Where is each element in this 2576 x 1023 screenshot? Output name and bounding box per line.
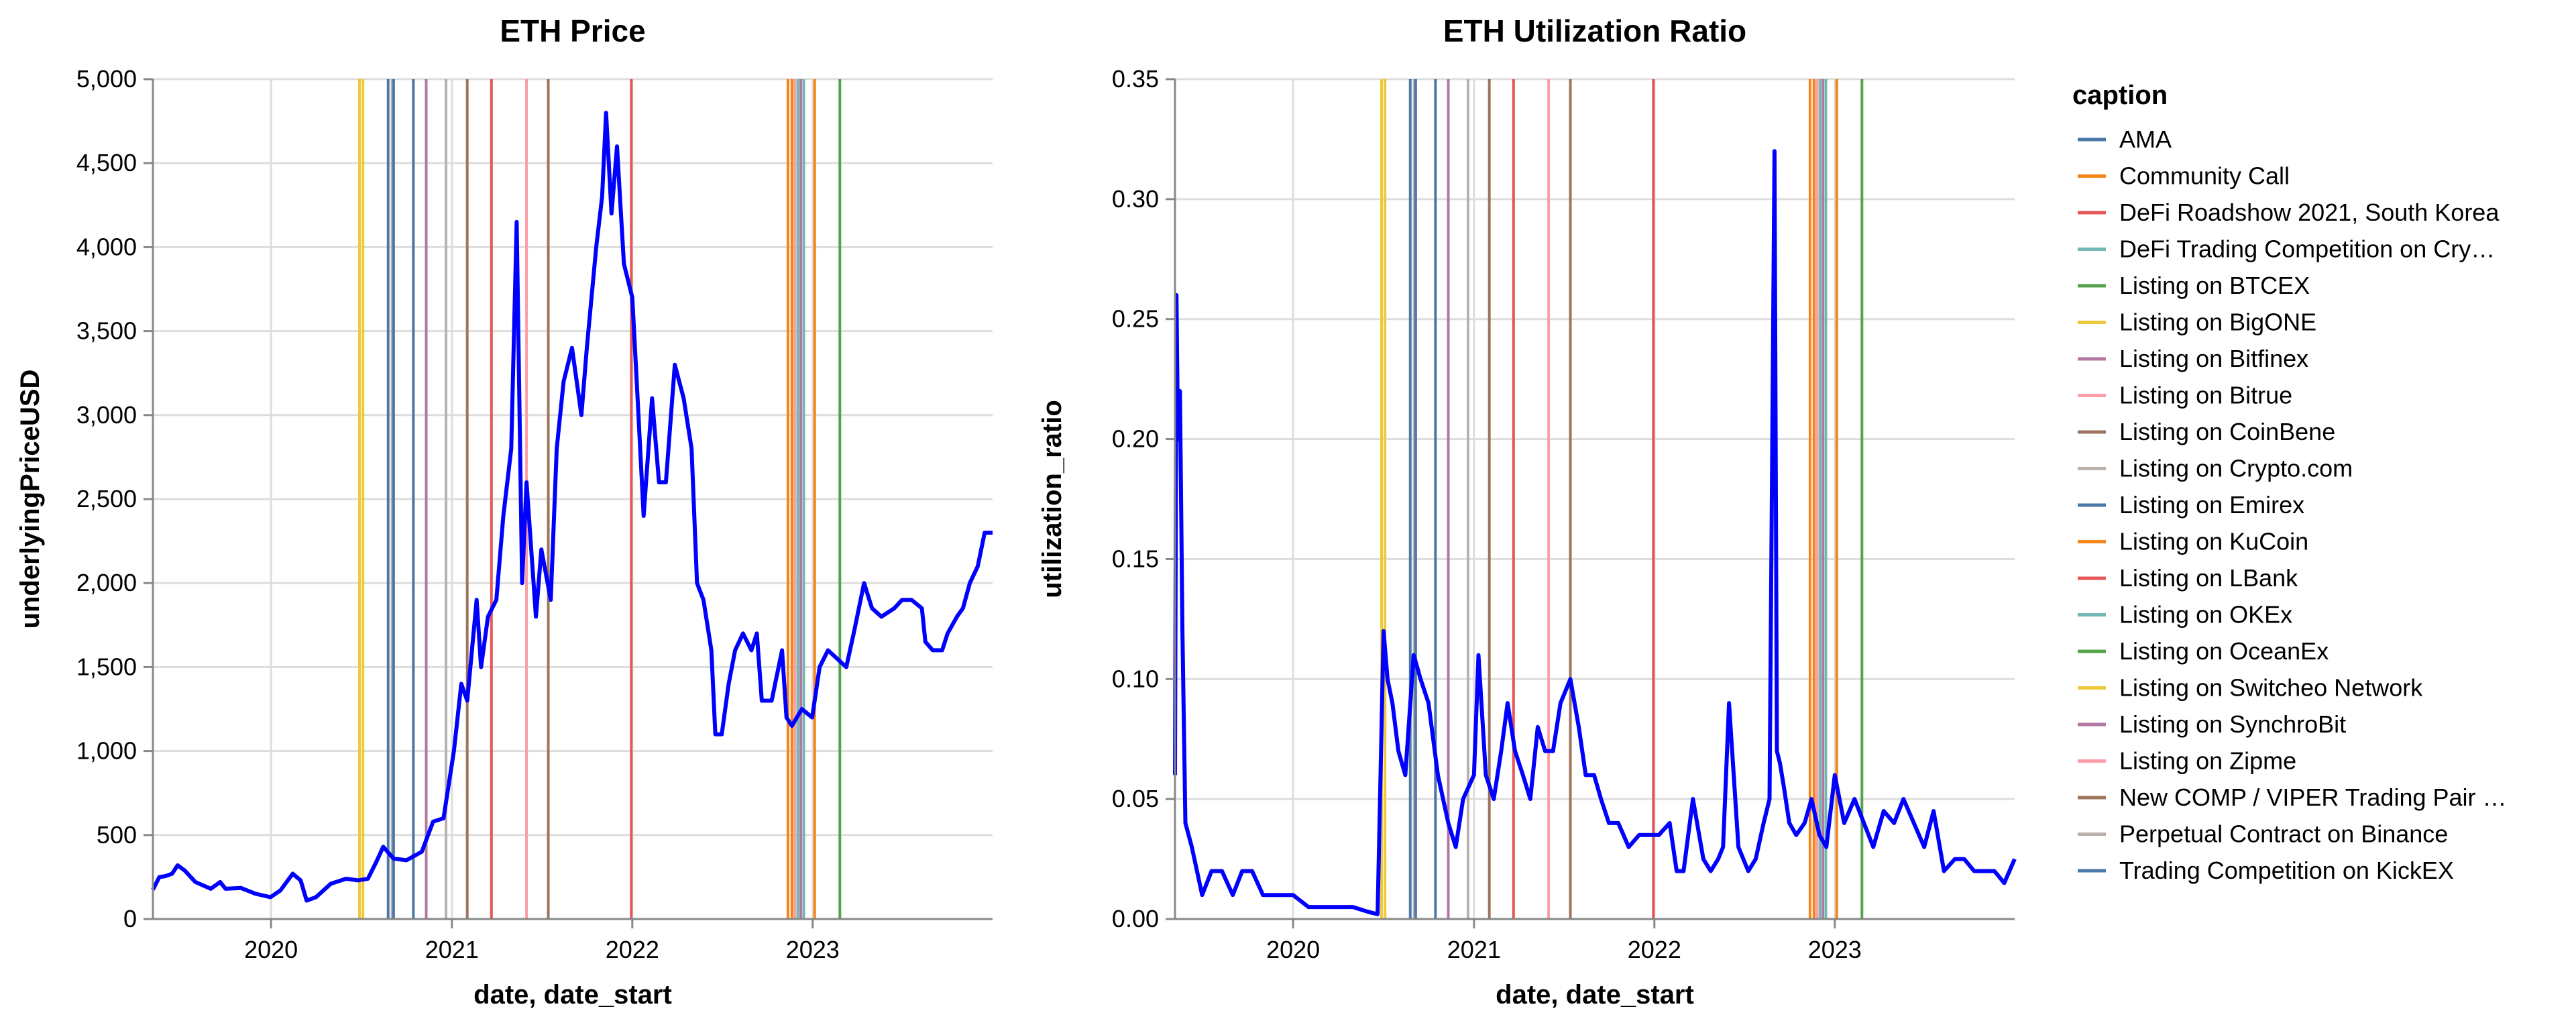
x-tick-label: 2022 bbox=[1628, 936, 1681, 963]
y-tick-label: 0.35 bbox=[1112, 65, 1159, 93]
legend-label: Trading Competition on KickEX bbox=[2119, 857, 2454, 884]
series-line bbox=[1173, 149, 2017, 916]
axes: 0 500 1,000 1,500 2,000 2,500 3,000 3,500 4,000 4… bbox=[76, 65, 993, 963]
chart-title: ETH Utilization Ratio bbox=[1443, 13, 1746, 48]
legend-item-ama: AMA bbox=[2078, 125, 2172, 153]
x-axis-title: date, date_start bbox=[1496, 980, 1694, 1010]
legend-item-new-comp-viper-trading-pair: New COMP / VIPER Trading Pair … bbox=[2078, 784, 2507, 811]
legend-label: Listing on CoinBene bbox=[2119, 418, 2335, 445]
legend-item-trading-competition-on-kickex: Trading Competition on KickEX bbox=[2078, 857, 2454, 884]
y-tick-label: 2,500 bbox=[76, 485, 137, 513]
y-tick-label: 1,000 bbox=[76, 737, 137, 765]
y-tick-label: 2,000 bbox=[76, 569, 137, 596]
y-axis-title: utilization_ratio bbox=[1038, 400, 1067, 598]
chart-title: ETH Price bbox=[500, 13, 645, 48]
legend-label: Listing on OceanEx bbox=[2119, 637, 2329, 665]
legend-label: AMA bbox=[2119, 125, 2172, 153]
legend-label: Listing on Crypto.com bbox=[2119, 455, 2353, 482]
legend-label: DeFi Roadshow 2021, South Korea bbox=[2119, 199, 2500, 226]
x-tick-label: 2023 bbox=[786, 936, 840, 963]
y-tick-label: 4,500 bbox=[76, 149, 137, 176]
x-tick-label: 2021 bbox=[1447, 936, 1501, 963]
legend-label: Listing on Switcheo Network bbox=[2119, 674, 2423, 702]
y-tick-label: 5,000 bbox=[76, 65, 137, 93]
legend-label: Listing on SynchroBit bbox=[2119, 710, 2346, 738]
legend-item-listing-on-zipme: Listing on Zipme bbox=[2078, 747, 2296, 775]
y-tick-label: 0.20 bbox=[1112, 425, 1159, 453]
y-tick-label: 3,500 bbox=[76, 317, 137, 345]
y-tick-label: 1,500 bbox=[76, 653, 137, 680]
y-axis-title: underlyingPriceUSD bbox=[15, 370, 45, 629]
x-tick-label: 2023 bbox=[1808, 936, 1862, 963]
legend-label: Listing on KuCoin bbox=[2119, 528, 2308, 555]
legend-item-listing-on-crypto-com: Listing on Crypto.com bbox=[2078, 455, 2353, 482]
legend-item-listing-on-coinbene: Listing on CoinBene bbox=[2078, 418, 2335, 445]
legend-item-listing-on-btcex: Listing on BTCEX bbox=[2078, 272, 2310, 299]
legend-item-defi-roadshow-2021-south-korea: DeFi Roadshow 2021, South Korea bbox=[2078, 199, 2500, 226]
legend-item-listing-on-okex: Listing on OKEx bbox=[2078, 601, 2292, 629]
legend-title: caption bbox=[2072, 80, 2168, 110]
x-tick-label: 2020 bbox=[1266, 936, 1320, 963]
legend-item-listing-on-lbank: Listing on LBank bbox=[2078, 564, 2298, 592]
legend-item-listing-on-kucoin: Listing on KuCoin bbox=[2078, 528, 2308, 555]
legend-item-community-call: Community Call bbox=[2078, 162, 2290, 190]
legend-item-defi-trading-competition-on-cry: DeFi Trading Competition on Cry… bbox=[2078, 235, 2495, 263]
y-tick-label: 0 bbox=[123, 905, 137, 932]
legend-item-perpetual-contract-on-binance: Perpetual Contract on Binance bbox=[2078, 820, 2448, 848]
y-tick-label: 0.10 bbox=[1112, 665, 1159, 692]
legend-item-listing-on-oceanex: Listing on OceanEx bbox=[2078, 637, 2329, 665]
x-axis-title: date, date_start bbox=[473, 980, 672, 1010]
y-tick-label: 0.05 bbox=[1112, 785, 1159, 812]
legend-label: Listing on Bitfinex bbox=[2119, 345, 2308, 372]
legend-item-listing-on-synchrobit: Listing on SynchroBit bbox=[2078, 710, 2346, 738]
legend-item-listing-on-bitrue: Listing on Bitrue bbox=[2078, 382, 2292, 409]
grid bbox=[1175, 78, 2015, 920]
legend: caption AMA Community Call DeFi Roadshow 2… bbox=[2072, 80, 2507, 884]
legend-item-listing-on-bigone: Listing on BigONE bbox=[2078, 309, 2316, 336]
legend-label: Listing on Bitrue bbox=[2119, 382, 2292, 409]
y-tick-label: 0.30 bbox=[1112, 185, 1159, 213]
legend-label: DeFi Trading Competition on Cry… bbox=[2119, 235, 2495, 263]
y-tick-label: 0.00 bbox=[1112, 905, 1159, 932]
grid bbox=[153, 78, 993, 920]
legend-item-listing-on-emirex: Listing on Emirex bbox=[2078, 491, 2304, 519]
legend-label: Listing on LBank bbox=[2119, 564, 2298, 592]
event-rules bbox=[358, 79, 842, 919]
event-rules bbox=[1380, 79, 1864, 919]
x-tick-label: 2021 bbox=[425, 936, 479, 963]
x-tick-label: 2022 bbox=[606, 936, 659, 963]
y-tick-label: 500 bbox=[97, 821, 137, 849]
y-tick-label: 3,000 bbox=[76, 401, 137, 429]
legend-item-listing-on-switcheo-network: Listing on Switcheo Network bbox=[2078, 674, 2423, 702]
eth-price-chart: ETH Price 0 500 1,000 1,500 2,000 2,500 3,000 3,… bbox=[15, 13, 993, 1010]
axes: 0.00 0.05 0.10 0.15 0.20 0.25 0.30 0.35 2020 2021… bbox=[1112, 65, 2015, 963]
legend-label: Listing on Zipme bbox=[2119, 747, 2296, 775]
legend-label: Listing on BTCEX bbox=[2119, 272, 2310, 299]
eth-utilization-ratio-chart: ETH Utilization Ratio 0.00 0.05 0.10 0.15 0.2… bbox=[1038, 13, 2017, 1010]
y-tick-label: 0.15 bbox=[1112, 545, 1159, 572]
legend-item-listing-on-bitfinex: Listing on Bitfinex bbox=[2078, 345, 2308, 372]
y-tick-label: 0.25 bbox=[1112, 305, 1159, 333]
series-line bbox=[151, 111, 993, 903]
y-tick-label: 4,000 bbox=[76, 233, 137, 260]
legend-label: Perpetual Contract on Binance bbox=[2119, 820, 2448, 848]
legend-label: Listing on Emirex bbox=[2119, 491, 2304, 519]
legend-label: Listing on BigONE bbox=[2119, 309, 2316, 336]
legend-label: New COMP / VIPER Trading Pair … bbox=[2119, 784, 2507, 811]
legend-label: Community Call bbox=[2119, 162, 2290, 190]
legend-label: Listing on OKEx bbox=[2119, 601, 2292, 629]
x-tick-label: 2020 bbox=[244, 936, 298, 963]
